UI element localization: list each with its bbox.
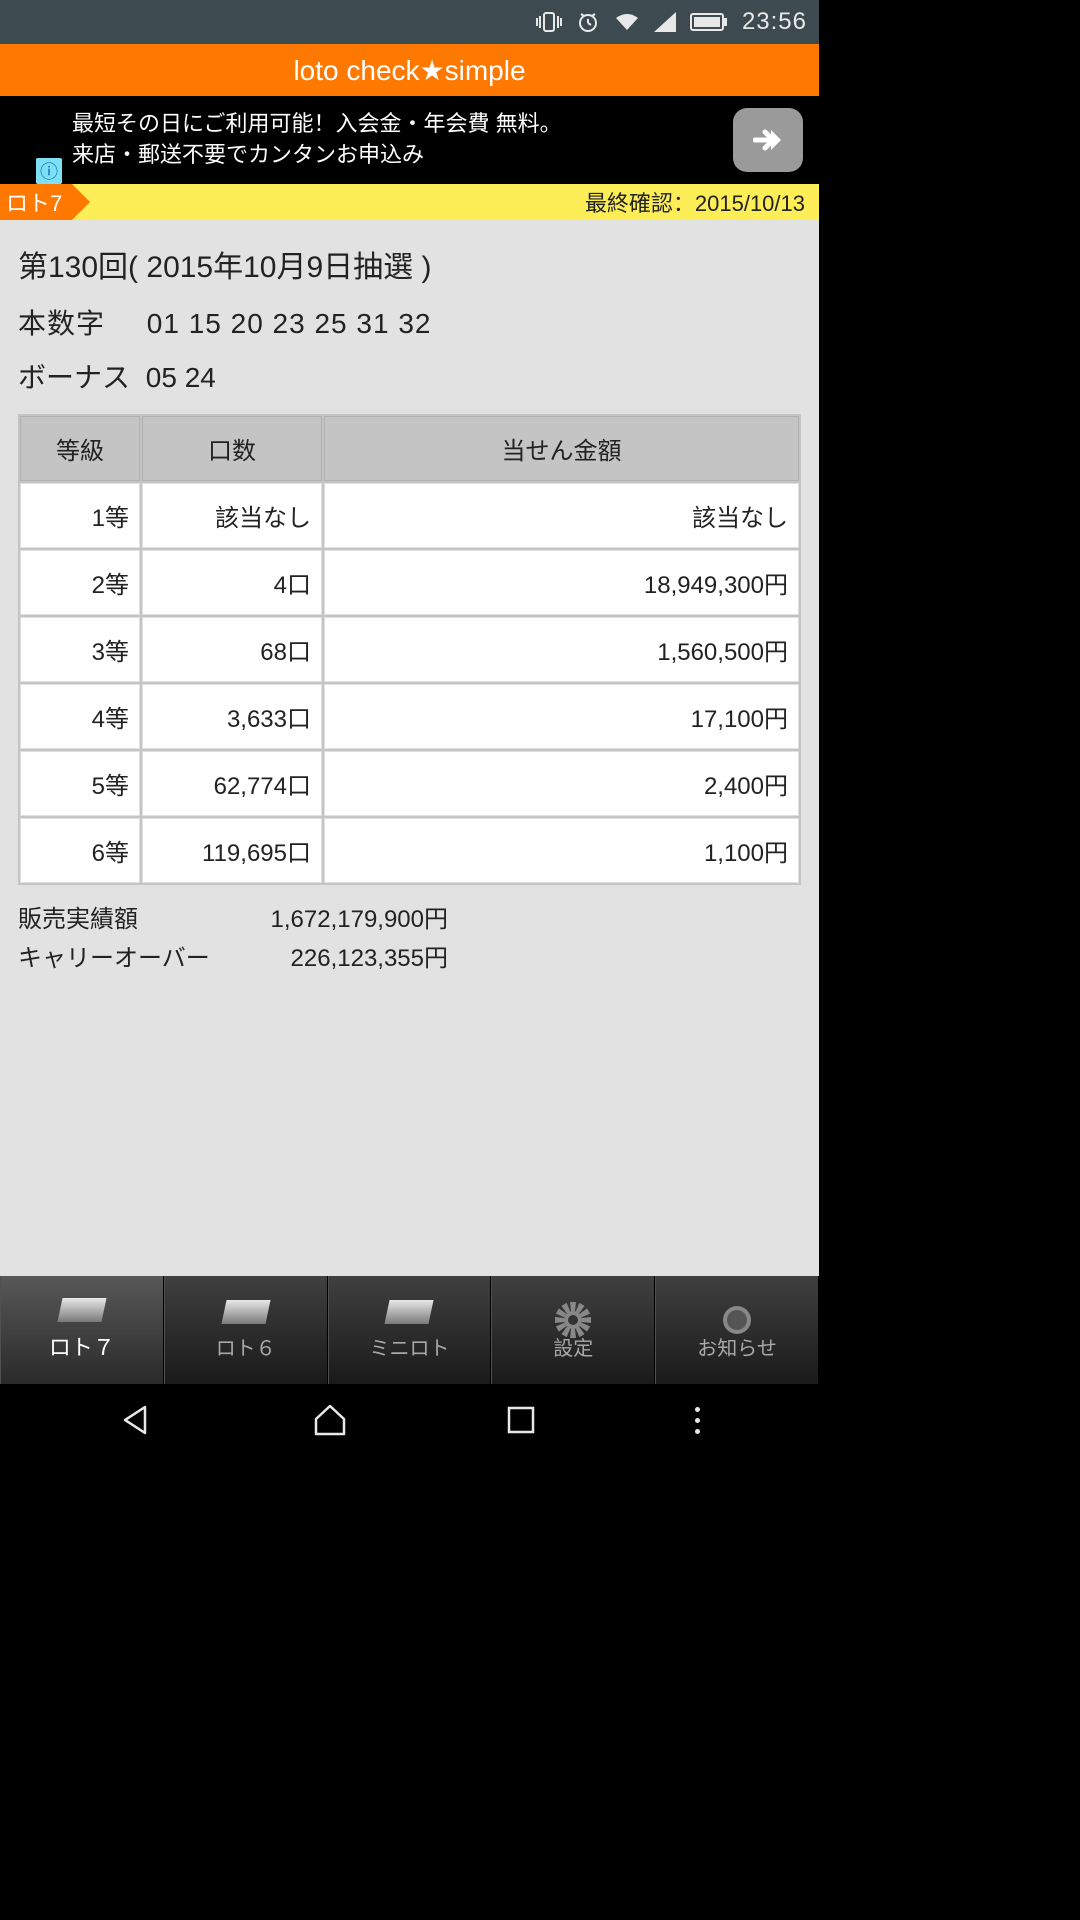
prize-table: 等級 口数 当せん金額 1等該当なし該当なし2等4口18,949,300円3等6… [18, 414, 801, 885]
main-numbers-label: 本数字 [18, 302, 138, 342]
table-row: 3等68口1,560,500円 [20, 617, 799, 682]
news-icon [715, 1300, 759, 1324]
cell-grade: 6等 [20, 818, 140, 883]
tab-loto6-label: ロト６ [216, 1332, 276, 1361]
status-time: 23:56 [742, 8, 807, 36]
tab-news-label: お知らせ [697, 1332, 777, 1361]
bottom-tab-bar: ロト７ ロト６ ミニロト 設定 お知らせ [0, 1276, 819, 1384]
cell-count: 62,774口 [142, 751, 322, 816]
bonus-numbers-row: ボーナス 05 24 [18, 356, 801, 396]
nav-menu-button[interactable] [695, 1407, 700, 1434]
header-count: 口数 [142, 416, 322, 481]
ad-text: 最短その日にご利用可能！入会金・年会費 無料。 来店・郵送不要でカンタンお申込み [72, 109, 713, 171]
cell-amount: 18,949,300円 [324, 550, 799, 615]
ad-line-2: 来店・郵送不要でカンタンお申込み [72, 140, 713, 171]
cell-grade: 1等 [20, 483, 140, 548]
carryover-row: キャリーオーバー 226,123,355円 [18, 938, 801, 973]
table-row: 2等4口18,949,300円 [20, 550, 799, 615]
android-nav-bar [0, 1384, 819, 1456]
cell-amount: 該当なし [324, 483, 799, 548]
bonus-label: ボーナス [18, 356, 138, 396]
cell-count: 68口 [142, 617, 322, 682]
tab-loto6[interactable]: ロト６ [164, 1276, 328, 1384]
loto6-icon [221, 1300, 270, 1324]
app-header: loto check★simple [0, 44, 819, 96]
ad-arrow-button[interactable] [733, 108, 803, 172]
cell-amount: 17,100円 [324, 684, 799, 749]
cell-grade: 2等 [20, 550, 140, 615]
ad-banner[interactable]: 最短その日にご利用可能！入会金・年会費 無料。 来店・郵送不要でカンタンお申込み… [0, 96, 819, 184]
cell-amount: 1,100円 [324, 818, 799, 883]
tab-loto7[interactable]: ロト７ [0, 1276, 164, 1384]
tab-settings-label: 設定 [553, 1332, 593, 1361]
cell-count: 119,695口 [142, 818, 322, 883]
nav-back-button[interactable] [119, 1403, 153, 1437]
vibrate-icon [536, 11, 562, 33]
android-status-bar: 23:56 [0, 0, 819, 44]
main-numbers-row: 本数字 01 15 20 23 25 31 32 [18, 302, 801, 342]
table-row: 5等62,774口2,400円 [20, 751, 799, 816]
wifi-icon [614, 12, 640, 32]
tab-settings[interactable]: 設定 [491, 1276, 655, 1384]
totals: 販売実績額 1,672,179,900円 キャリーオーバー 226,123,35… [18, 899, 801, 973]
bonus-numbers: 05 24 [146, 362, 216, 393]
gear-icon [551, 1300, 595, 1324]
signal-icon [654, 12, 676, 32]
tab-miniloto[interactable]: ミニロト [328, 1276, 492, 1384]
sales-row: 販売実績額 1,672,179,900円 [18, 899, 801, 934]
battery-icon [690, 13, 728, 31]
sales-label: 販売実績額 [18, 899, 228, 934]
cell-grade: 4等 [20, 684, 140, 749]
app-title: loto check★simple [293, 54, 525, 87]
tab-miniloto-label: ミニロト [369, 1332, 449, 1361]
alarm-icon [576, 10, 600, 34]
last-confirm-text: 最終確認：2015/10/13 [585, 186, 819, 218]
tab-news[interactable]: お知らせ [655, 1276, 819, 1384]
nav-home-button[interactable] [312, 1403, 348, 1437]
main-content: 第130回( 2015年10月9日抽選 ) 本数字 01 15 20 23 25… [0, 220, 819, 1276]
table-row: 1等該当なし該当なし [20, 483, 799, 548]
table-row: 6等119,695口1,100円 [20, 818, 799, 883]
ad-info-icon[interactable]: ⓘ [36, 158, 62, 184]
header-amount: 当せん金額 [324, 416, 799, 481]
ad-line-1: 最短その日にご利用可能！入会金・年会費 無料。 [72, 109, 713, 140]
carry-value: 226,123,355円 [228, 938, 448, 973]
cell-amount: 2,400円 [324, 751, 799, 816]
lotto-type-tag: ロト7 [0, 184, 72, 220]
header-grade: 等級 [20, 416, 140, 481]
confirm-bar: ロト7 最終確認：2015/10/13 [0, 184, 819, 220]
miniloto-icon [385, 1300, 434, 1324]
table-header-row: 等級 口数 当せん金額 [20, 416, 799, 481]
cell-count: 3,633口 [142, 684, 322, 749]
carry-label: キャリーオーバー [18, 938, 228, 973]
cell-grade: 5等 [20, 751, 140, 816]
tab-loto7-label: ロト７ [49, 1330, 115, 1362]
sales-value: 1,672,179,900円 [228, 899, 448, 934]
nav-recent-button[interactable] [506, 1405, 536, 1435]
table-row: 4等3,633口17,100円 [20, 684, 799, 749]
cell-count: 4口 [142, 550, 322, 615]
cell-amount: 1,560,500円 [324, 617, 799, 682]
loto7-icon [57, 1298, 106, 1322]
cell-grade: 3等 [20, 617, 140, 682]
draw-title: 第130回( 2015年10月9日抽選 ) [18, 242, 801, 286]
main-numbers: 01 15 20 23 25 31 32 [147, 308, 432, 339]
cell-count: 該当なし [142, 483, 322, 548]
